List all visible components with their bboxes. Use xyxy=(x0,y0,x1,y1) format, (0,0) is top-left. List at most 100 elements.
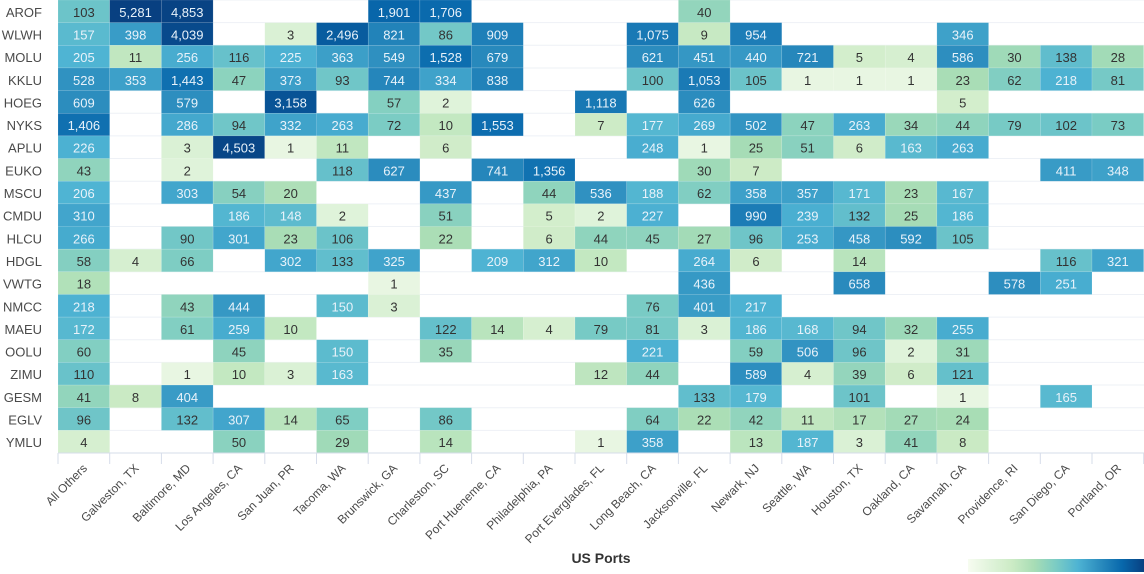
cell-value-label: 621 xyxy=(642,50,664,65)
cell-value-label: 18 xyxy=(77,277,91,292)
y-tick-label: MAEU xyxy=(4,322,42,337)
cell-value-label: 579 xyxy=(176,95,198,110)
cell-value-label: 58 xyxy=(77,254,91,269)
heatmap-cell xyxy=(626,362,679,386)
cell-value-label: 76 xyxy=(645,299,659,314)
cell-value-label: 2 xyxy=(597,209,604,224)
heatmap-cell xyxy=(678,271,731,295)
cell-value-label: 437 xyxy=(435,186,457,201)
cell-value-label: 4,503 xyxy=(223,141,256,156)
cell-value-label: 263 xyxy=(952,141,974,156)
cell-value-label: 13 xyxy=(749,435,763,450)
cell-value-label: 549 xyxy=(383,50,405,65)
y-axis-labels: AROF WLWH MOLU KKLU HOEG NYKS APLU EUKO MSCU CMDU… xyxy=(2,5,43,450)
cell-value-label: 186 xyxy=(745,322,767,337)
cell-value-label: 10 xyxy=(439,118,453,133)
heatmap-cell xyxy=(57,180,110,205)
cell-value-label: 81 xyxy=(645,322,659,337)
cell-value-label: 1,706 xyxy=(429,5,462,20)
cell-value-label: 27 xyxy=(697,231,711,246)
heatmap-cell xyxy=(419,339,472,363)
cell-value-label: 3 xyxy=(184,141,191,156)
heatmap-cell xyxy=(936,180,989,205)
cell-value-label: 51 xyxy=(439,209,453,224)
cell-value-label: 744 xyxy=(383,73,405,88)
cell-value-label: 62 xyxy=(697,186,711,201)
cell-value-label: 30 xyxy=(697,163,711,178)
cell-value-label: 66 xyxy=(180,254,194,269)
heatmap-cell xyxy=(161,384,214,408)
heatmap-cell xyxy=(161,248,214,273)
cell-value-label: 334 xyxy=(435,73,457,88)
cell-value-label: 47 xyxy=(800,118,814,133)
cell-value-label: 3 xyxy=(287,27,294,42)
cell-value-label: 536 xyxy=(590,186,612,201)
heatmap-cell xyxy=(367,158,421,182)
cell-value-label: 44 xyxy=(956,118,970,133)
cell-value-label: 458 xyxy=(848,231,870,246)
cell-value-label: 167 xyxy=(952,186,974,201)
y-tick-label: NYKS xyxy=(7,118,43,133)
cell-value-label: 310 xyxy=(73,209,95,224)
cell-value-label: 9 xyxy=(701,27,708,42)
cell-value-label: 346 xyxy=(952,27,974,42)
cell-value-label: 3 xyxy=(856,435,863,450)
cell-value-label: 44 xyxy=(645,367,659,382)
y-tick-label: HOEG xyxy=(4,95,42,110)
cell-value-label: 1,075 xyxy=(636,27,669,42)
cell-value-label: 1 xyxy=(804,73,811,88)
cell-value-label: 301 xyxy=(228,231,250,246)
cell-value-label: 41 xyxy=(904,435,918,450)
cell-value-label: 506 xyxy=(797,345,819,360)
cell-value-label: 909 xyxy=(487,27,509,42)
cell-value-label: 3 xyxy=(287,367,294,382)
cell-value-label: 592 xyxy=(900,231,922,246)
cell-value-label: 171 xyxy=(848,186,870,201)
heatmap-cell xyxy=(471,113,524,137)
heatmap-cell xyxy=(161,316,214,341)
x-axis-ticks xyxy=(57,452,1144,464)
cell-value-label: 30 xyxy=(1007,50,1021,65)
cell-value-label: 14 xyxy=(283,413,297,428)
heatmap-cell xyxy=(988,67,1041,91)
cell-value-label: 79 xyxy=(594,322,608,337)
cell-value-label: 239 xyxy=(797,209,819,224)
cell-value-label: 256 xyxy=(176,50,198,65)
cell-value-label: 264 xyxy=(693,254,715,269)
x-tick-label: Newark, NJ xyxy=(708,461,762,515)
cell-value-label: 321 xyxy=(1107,254,1129,269)
cell-value-label: 436 xyxy=(693,277,715,292)
heatmap-cell xyxy=(419,180,472,205)
cell-value-label: 1,053 xyxy=(688,73,721,88)
y-tick-label: VWTG xyxy=(3,277,42,292)
cell-value-label: 25 xyxy=(749,141,763,156)
cell-value-label: 358 xyxy=(642,435,664,450)
y-tick-label: KKLU xyxy=(8,73,42,88)
cell-value-label: 1 xyxy=(597,435,604,450)
x-tick-label: Portland, OR xyxy=(1065,461,1124,520)
cell-value-label: 528 xyxy=(73,73,95,88)
cell-value-label: 61 xyxy=(180,322,194,337)
cell-value-label: 721 xyxy=(797,50,819,65)
x-tick-label: Houston, TX xyxy=(809,461,866,518)
cell-value-label: 51 xyxy=(800,141,814,156)
cell-value-label: 132 xyxy=(848,209,870,224)
cell-value-label: 6 xyxy=(752,254,759,269)
cell-value-label: 1 xyxy=(907,73,914,88)
heatmap-cell xyxy=(264,316,317,341)
y-tick-label: MSCU xyxy=(4,186,42,201)
cell-value-label: 73 xyxy=(1111,118,1125,133)
cell-value-label: 14 xyxy=(852,254,866,269)
cell-value-label: 626 xyxy=(693,95,715,110)
cell-value-label: 11 xyxy=(129,50,143,65)
cell-value-label: 163 xyxy=(331,367,353,382)
cell-value-label: 5 xyxy=(856,50,863,65)
cell-value-label: 110 xyxy=(73,367,94,382)
cell-value-label: 45 xyxy=(232,345,246,360)
cell-value-label: 157 xyxy=(73,27,95,42)
y-tick-label: YMLU xyxy=(6,435,42,450)
cell-value-label: 50 xyxy=(232,435,246,450)
cell-value-label: 86 xyxy=(439,413,453,428)
cell-value-label: 118 xyxy=(332,163,353,178)
